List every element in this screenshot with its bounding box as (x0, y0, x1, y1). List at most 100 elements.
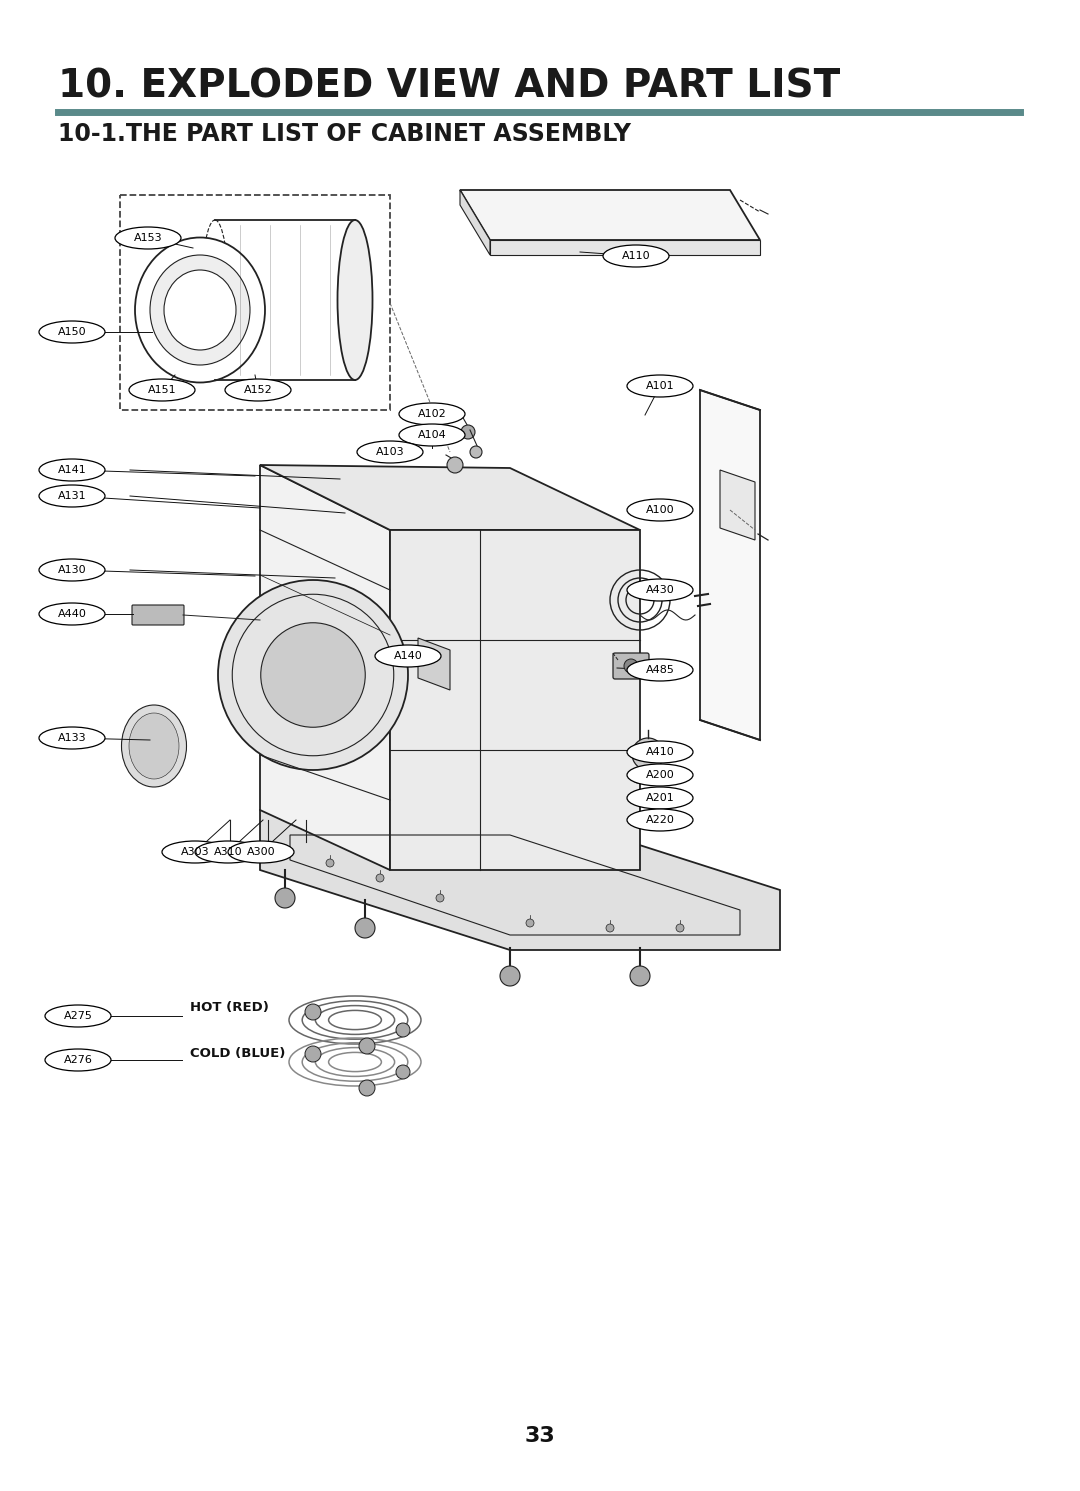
Ellipse shape (45, 1050, 111, 1071)
Ellipse shape (162, 841, 228, 863)
Ellipse shape (39, 485, 105, 507)
Ellipse shape (135, 237, 265, 383)
Text: A102: A102 (418, 409, 446, 419)
Ellipse shape (129, 379, 195, 401)
Circle shape (633, 795, 643, 805)
Ellipse shape (627, 763, 693, 786)
Text: A152: A152 (244, 385, 272, 395)
Text: A100: A100 (646, 505, 674, 514)
Text: A276: A276 (64, 1056, 93, 1065)
Text: 10. EXPLODED VIEW AND PART LIST: 10. EXPLODED VIEW AND PART LIST (58, 69, 840, 106)
Ellipse shape (603, 245, 669, 267)
Circle shape (470, 446, 482, 458)
Text: A104: A104 (418, 429, 446, 440)
Ellipse shape (45, 1005, 111, 1027)
Text: A275: A275 (64, 1011, 93, 1021)
Text: A440: A440 (57, 608, 86, 619)
Circle shape (461, 425, 475, 438)
Text: A140: A140 (393, 652, 422, 661)
Ellipse shape (195, 841, 261, 863)
Ellipse shape (39, 602, 105, 625)
Text: A103: A103 (376, 447, 404, 458)
Circle shape (326, 859, 334, 866)
Text: A310: A310 (214, 847, 242, 857)
Text: A303: A303 (180, 847, 210, 857)
Circle shape (633, 817, 643, 828)
Circle shape (355, 918, 375, 938)
Circle shape (305, 1047, 321, 1062)
Text: A220: A220 (646, 816, 674, 825)
Ellipse shape (627, 787, 693, 810)
Polygon shape (700, 391, 760, 740)
Ellipse shape (627, 659, 693, 681)
Circle shape (260, 623, 365, 728)
Circle shape (676, 924, 684, 932)
Text: A133: A133 (57, 734, 86, 743)
Ellipse shape (39, 459, 105, 482)
Ellipse shape (39, 728, 105, 748)
Circle shape (218, 580, 408, 769)
FancyBboxPatch shape (132, 605, 184, 625)
Circle shape (632, 738, 664, 769)
Polygon shape (720, 470, 755, 540)
Text: A141: A141 (57, 465, 86, 476)
Text: A110: A110 (622, 250, 650, 261)
Ellipse shape (121, 705, 187, 787)
Circle shape (624, 659, 638, 672)
Circle shape (359, 1079, 375, 1096)
Ellipse shape (228, 841, 294, 863)
Circle shape (396, 1065, 410, 1079)
Text: A410: A410 (646, 747, 674, 757)
Text: A150: A150 (57, 327, 86, 337)
Circle shape (359, 1038, 375, 1054)
Polygon shape (460, 189, 490, 255)
Circle shape (633, 772, 643, 783)
Polygon shape (260, 810, 780, 950)
Ellipse shape (39, 559, 105, 581)
Polygon shape (418, 638, 450, 690)
Text: A151: A151 (148, 385, 176, 395)
Circle shape (500, 966, 519, 986)
Text: A300: A300 (246, 847, 275, 857)
Circle shape (447, 458, 463, 473)
Ellipse shape (225, 379, 291, 401)
Ellipse shape (150, 255, 249, 365)
Ellipse shape (337, 221, 373, 380)
Text: A201: A201 (646, 793, 674, 804)
Text: 10-1.THE PART LIST OF CABINET ASSEMBLY: 10-1.THE PART LIST OF CABINET ASSEMBLY (58, 122, 631, 146)
Circle shape (436, 895, 444, 902)
Ellipse shape (399, 403, 465, 425)
Ellipse shape (164, 270, 237, 350)
Circle shape (376, 874, 384, 883)
Text: A131: A131 (57, 491, 86, 501)
Text: A200: A200 (646, 769, 674, 780)
Polygon shape (260, 465, 640, 529)
Circle shape (630, 966, 650, 986)
Text: A485: A485 (646, 665, 674, 675)
FancyBboxPatch shape (613, 653, 649, 678)
Ellipse shape (627, 499, 693, 520)
Text: A130: A130 (57, 565, 86, 576)
Ellipse shape (39, 321, 105, 343)
Text: HOT (RED): HOT (RED) (190, 1000, 269, 1014)
Text: COLD (BLUE): COLD (BLUE) (190, 1048, 285, 1060)
Text: 33: 33 (525, 1425, 555, 1446)
Ellipse shape (627, 579, 693, 601)
Polygon shape (260, 465, 390, 871)
Ellipse shape (129, 713, 179, 778)
Ellipse shape (399, 423, 465, 446)
Circle shape (526, 918, 534, 927)
Ellipse shape (357, 441, 423, 464)
Ellipse shape (114, 227, 181, 249)
Polygon shape (490, 240, 760, 255)
Ellipse shape (201, 221, 229, 380)
Circle shape (606, 924, 615, 932)
Circle shape (275, 889, 295, 908)
Ellipse shape (627, 741, 693, 763)
Text: A430: A430 (646, 584, 674, 595)
Text: A101: A101 (646, 382, 674, 391)
Ellipse shape (375, 646, 441, 666)
Text: A153: A153 (134, 233, 162, 243)
Circle shape (305, 1003, 321, 1020)
Circle shape (396, 1023, 410, 1038)
